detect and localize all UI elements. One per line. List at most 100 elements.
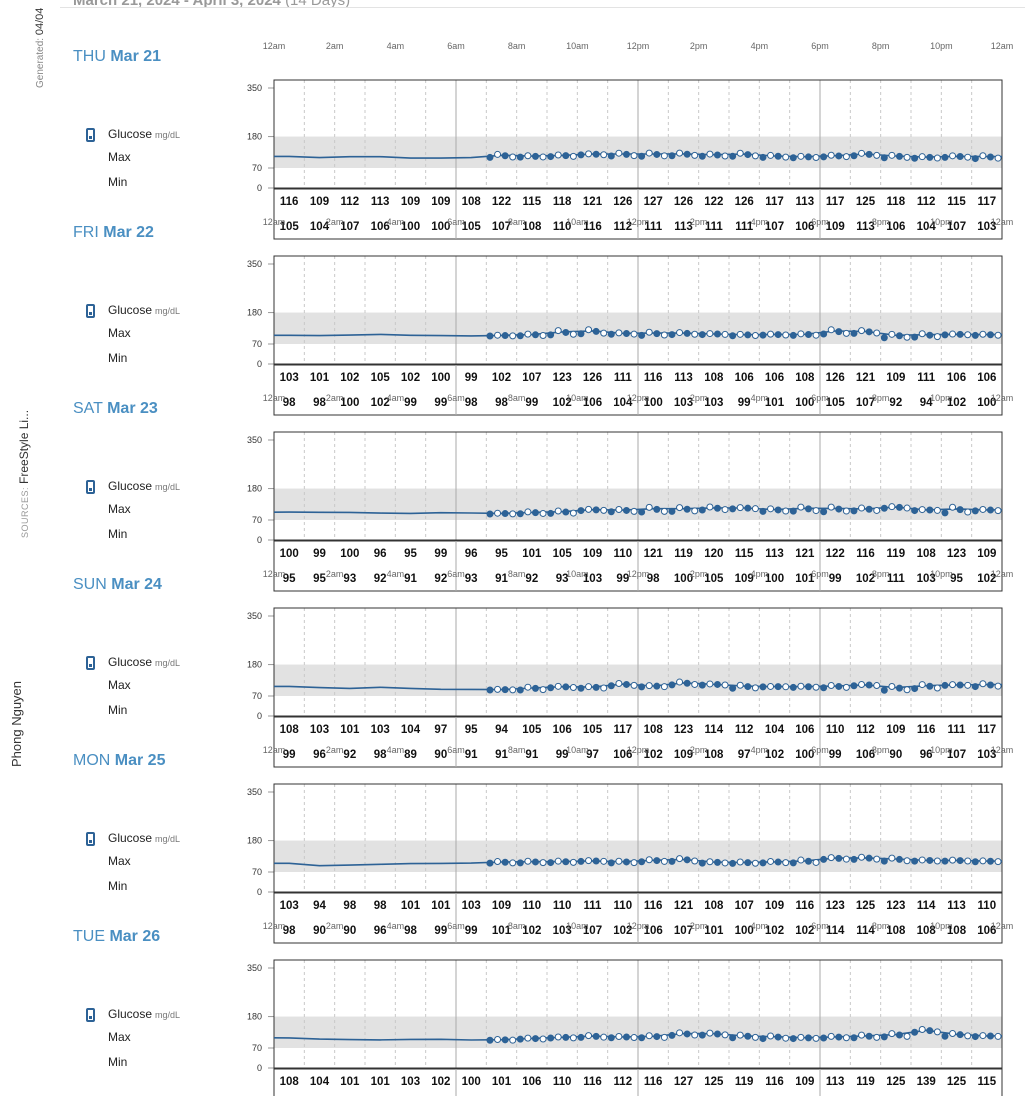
glucose-reading-point <box>524 330 532 338</box>
min-value: 102 <box>553 397 572 409</box>
time-label: 12pm <box>627 393 650 403</box>
max-value: 117 <box>765 196 784 208</box>
glucose-reading-point <box>918 506 926 514</box>
time-label: 12am <box>991 921 1014 931</box>
glucose-reading-point <box>706 150 714 158</box>
glucose-reading-point <box>827 326 835 334</box>
max-value: 109 <box>310 196 329 208</box>
min-value: 104 <box>917 221 937 233</box>
glucose-reading-point <box>615 329 623 337</box>
max-value: 94 <box>495 724 508 736</box>
glucose-reading-point <box>516 153 524 161</box>
max-value: 114 <box>705 724 724 736</box>
min-value: 106 <box>644 925 663 937</box>
glucose-reading-point <box>592 683 600 691</box>
min-value: 111 <box>735 221 754 233</box>
glucose-reading-point <box>744 683 752 691</box>
glucose-reading-point <box>569 684 577 692</box>
max-value: 110 <box>614 900 633 912</box>
glucose-reading-point <box>691 680 699 688</box>
glucose-reading-point <box>607 152 615 160</box>
max-value: 110 <box>553 1076 572 1088</box>
max-value: 117 <box>978 196 997 208</box>
max-value: 115 <box>735 548 754 560</box>
glucose-reading-point <box>971 331 979 339</box>
glucose-reading-point <box>539 686 547 694</box>
glucose-reading-point <box>600 857 608 865</box>
glucose-reading-point <box>751 1033 759 1041</box>
time-label: 12pm <box>627 41 650 51</box>
glucose-reading-point <box>729 859 737 867</box>
max-value: 110 <box>523 900 542 912</box>
max-value: 115 <box>523 196 542 208</box>
glucose-label: Glucose <box>108 831 153 845</box>
glucose-reading-point <box>615 1033 623 1041</box>
glucose-reading-point <box>774 506 782 514</box>
glucose-reading-point <box>956 153 964 161</box>
y-tick-label: 180 <box>247 1012 262 1022</box>
glucose-reading-point <box>630 330 638 338</box>
glucose-reading-point <box>994 331 1002 339</box>
max-value: 95 <box>495 548 508 560</box>
glucose-reading-point <box>645 682 653 690</box>
max-value: 113 <box>947 900 966 912</box>
glucose-reading-point <box>888 330 896 338</box>
min-value: 105 <box>826 397 846 409</box>
y-tick-label: 70 <box>252 515 262 525</box>
min-value: 116 <box>583 221 602 233</box>
glucose-reading-point <box>820 153 828 161</box>
glucose-reading-point <box>653 505 661 513</box>
glucose-reading-point <box>615 680 623 688</box>
glucose-reading-point <box>804 153 812 161</box>
glucose-reading-point <box>645 328 653 336</box>
glucose-unit: mg/dL <box>155 306 181 316</box>
glucose-reading-point <box>653 150 661 158</box>
time-label: 10am <box>566 217 589 227</box>
max-value: 106 <box>735 372 754 384</box>
glucose-reading-point <box>971 507 979 515</box>
max-value: 116 <box>796 900 815 912</box>
glucose-reading-point <box>797 503 805 511</box>
glucose-reading-point <box>600 329 608 337</box>
time-label: 10am <box>566 921 589 931</box>
y-tick-label: 180 <box>247 308 262 318</box>
max-value: 101 <box>310 372 330 384</box>
glucose-reading-point <box>751 332 759 340</box>
glucose-reading-point <box>706 680 714 688</box>
max-value: 116 <box>644 372 663 384</box>
glucose-reading-point <box>986 153 994 161</box>
time-label: 8pm <box>872 393 890 403</box>
min-value: 106 <box>856 749 875 761</box>
glucose-reading-point <box>638 683 646 691</box>
y-tick-label: 180 <box>247 484 262 494</box>
time-label: 8am <box>508 569 526 579</box>
max-value: 99 <box>434 548 447 560</box>
time-label: 6pm <box>811 217 829 227</box>
max-value: 116 <box>917 724 936 736</box>
glucose-reading-point <box>744 151 752 159</box>
min-value: 99 <box>283 749 296 761</box>
time-label: 6am <box>447 921 465 931</box>
glucose-reading-point <box>782 1034 790 1042</box>
min-label: Min <box>108 175 128 189</box>
glucose-reading-point <box>964 153 972 161</box>
time-label: 2pm <box>690 217 708 227</box>
glucose-reading-point <box>486 332 494 340</box>
glucose-reading-point <box>744 859 752 867</box>
time-label: 2pm <box>690 41 708 51</box>
time-label: 12pm <box>627 745 650 755</box>
glucose-reading-point <box>668 152 676 160</box>
glucose-reading-point <box>971 155 979 163</box>
glucose-reading-point <box>774 683 782 691</box>
max-value: 103 <box>401 1076 420 1088</box>
max-value: 122 <box>826 548 845 560</box>
glucose-reading-point <box>865 505 873 513</box>
max-value: 126 <box>613 196 632 208</box>
time-label: 8am <box>508 41 526 51</box>
glucose-reading-point <box>797 682 805 690</box>
max-value: 117 <box>614 724 633 736</box>
glucose-reading-point <box>964 508 972 516</box>
glucose-label: Glucose <box>108 303 153 317</box>
max-value: 101 <box>492 1076 512 1088</box>
max-value: 96 <box>374 548 387 560</box>
